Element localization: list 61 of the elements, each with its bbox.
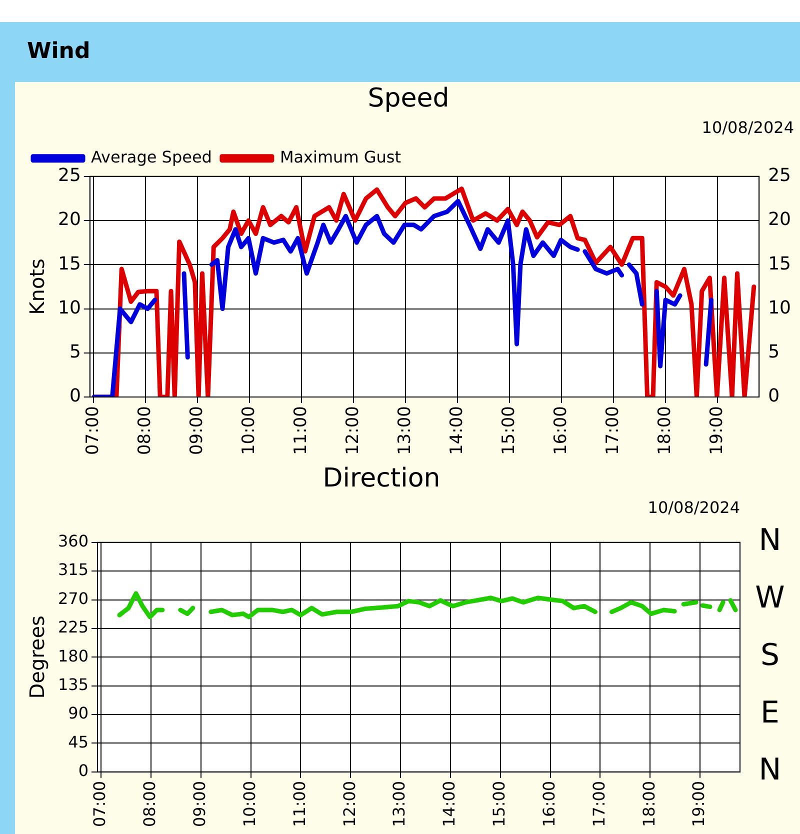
y2-tick-label: 10 (768, 297, 791, 318)
chart-title: Speed (368, 83, 450, 114)
x-tick-label: 10:00 (240, 780, 259, 827)
x-tick-label: 13:00 (390, 780, 409, 827)
y-tick-label: 225 (58, 618, 89, 637)
y-tick-label: 180 (58, 646, 89, 666)
text: Wind (15, 22, 800, 82)
x-tick-label: 16:00 (539, 780, 558, 827)
x-tick-label: 12:00 (340, 780, 359, 827)
x-tick-label: 09:00 (190, 780, 210, 827)
y-tick-label: 270 (58, 588, 89, 608)
y-tick-label: 0 (78, 761, 89, 780)
x-tick-label: 17:00 (602, 406, 623, 456)
x-tick-label: 09:00 (186, 406, 207, 456)
x-tick-label: 07:00 (82, 406, 103, 456)
x-tick-label: 19:00 (689, 780, 708, 827)
text: S (760, 638, 780, 673)
x-tick-label: 11:00 (290, 406, 311, 456)
y-tick-label: 0 (69, 386, 81, 407)
y2-tick-label: 20 (768, 209, 791, 230)
y-tick-label: 135 (58, 674, 89, 694)
x-tick-label: 17:00 (589, 780, 608, 827)
x-tick-label: 15:00 (490, 780, 509, 827)
text: W (755, 580, 785, 616)
x-tick-label: 18:00 (654, 406, 675, 456)
y2-tick-label: 25 (768, 165, 791, 186)
legend-label: Average Speed (91, 148, 212, 167)
legend-label: Maximum Gust (280, 148, 402, 167)
y-tick-label: 5 (69, 342, 81, 363)
x-tick-label: 15:00 (498, 406, 519, 456)
text: N (758, 523, 782, 558)
x-tick-label: 16:00 (550, 406, 571, 456)
y2-tick-label: 0 (768, 386, 780, 407)
y-tick-label: 360 (58, 532, 89, 551)
x-tick-label: 07:00 (90, 780, 110, 827)
y-tick-label: 20 (58, 209, 81, 230)
y-tick-label: 315 (58, 560, 89, 580)
x-tick-label: 08:00 (134, 406, 155, 456)
y-tick-label: 90 (68, 704, 89, 723)
x-tick-label: 12:00 (342, 406, 363, 456)
text: N (758, 752, 782, 788)
y2-tick-label: 5 (768, 342, 780, 363)
x-tick-label: 11:00 (290, 780, 309, 827)
y-tick-label: 15 (58, 253, 81, 274)
x-tick-label: 10:00 (238, 406, 259, 456)
chart-subtitle: 10/08/2024 (702, 118, 794, 137)
y-axis-title: Degrees (25, 616, 50, 699)
chart-subtitle: 10/08/2024 (648, 498, 740, 517)
x-tick-label: 19:00 (706, 406, 727, 456)
y2-tick-label: 15 (768, 253, 791, 274)
x-tick-label: 18:00 (639, 780, 658, 827)
y-tick-label: 10 (58, 297, 81, 318)
y-axis-title: Knots (25, 258, 50, 315)
text: E (760, 695, 780, 730)
chart-title: Direction (322, 463, 440, 494)
x-tick-label: 14:00 (446, 406, 467, 456)
x-tick-label: 13:00 (394, 406, 415, 456)
x-tick-label: 14:00 (440, 780, 459, 827)
y-tick-label: 45 (68, 732, 89, 752)
x-tick-label: 08:00 (140, 780, 160, 827)
y-tick-label: 25 (58, 165, 81, 186)
